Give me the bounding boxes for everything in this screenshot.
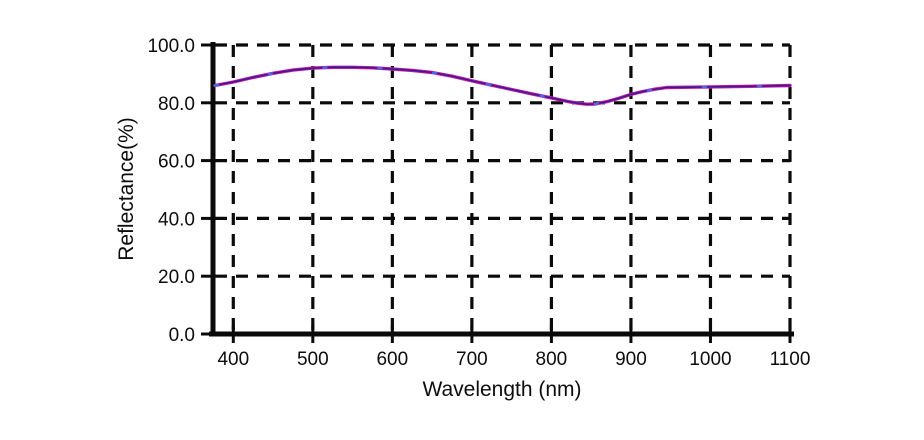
x-tick-label: 900: [615, 349, 647, 370]
x-tick-label: 1000: [689, 349, 731, 370]
y-tick-label: 0.0: [169, 325, 195, 346]
x-tick-label: 700: [456, 349, 488, 370]
x-tick-label: 1100: [770, 349, 811, 370]
y-axis-title: Reflectance(%): [115, 117, 138, 261]
x-axis-title: Wavelength (nm): [422, 378, 582, 401]
x-tick-label: 800: [536, 349, 568, 370]
series-line-magenta: [213, 65, 792, 106]
x-tick-label: 600: [376, 349, 408, 370]
x-tick-label: 500: [297, 349, 329, 370]
series-line-blue: [214, 66, 791, 105]
y-tick-label: 100.0: [147, 36, 195, 57]
y-tick-label: 60.0: [158, 152, 195, 173]
y-tick-label: 20.0: [158, 267, 195, 288]
y-tick-label: 80.0: [158, 94, 195, 115]
y-tick-label: 40.0: [158, 209, 195, 230]
x-tick-label: 400: [217, 349, 249, 370]
